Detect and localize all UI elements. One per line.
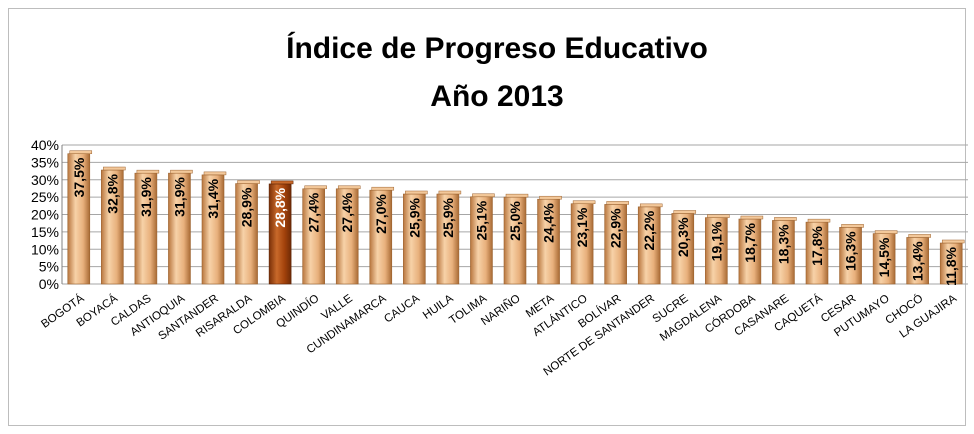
data-label: 31,9% — [138, 177, 154, 217]
y-tick-label: 10% — [31, 241, 59, 257]
bar — [671, 210, 697, 285]
y-tick-label: 15% — [31, 224, 59, 240]
bar — [436, 190, 462, 285]
data-label: 28,9% — [239, 187, 255, 227]
data-label: 32,8% — [104, 173, 120, 213]
data-label: 37,5% — [71, 157, 87, 197]
data-label: 27,4% — [339, 192, 355, 232]
bar — [503, 193, 529, 285]
data-label: 24,4% — [541, 203, 557, 243]
data-label: 16,3% — [843, 231, 859, 271]
data-label: 25,0% — [507, 201, 523, 241]
data-label: 27,4% — [306, 192, 322, 232]
bar — [637, 203, 663, 285]
data-label: 18,7% — [742, 222, 758, 262]
data-labels: 37,5% 32,8% 31,9% 31,9% 31,4% 28,9% 28,8% 27,4%… — [71, 157, 959, 286]
x-tick-label: CAUCA — [382, 292, 422, 325]
data-label: 31,4% — [205, 178, 221, 218]
bar — [738, 215, 764, 285]
data-label: 14,5% — [876, 237, 892, 277]
data-label: 31,9% — [171, 177, 187, 217]
data-label: 25,9% — [406, 197, 422, 237]
bar — [369, 186, 395, 285]
y-tick-label: 25% — [31, 189, 59, 205]
bar — [604, 201, 629, 285]
bar — [201, 171, 227, 285]
bar — [839, 224, 864, 285]
data-label: 22,9% — [608, 208, 624, 248]
bar — [906, 234, 931, 285]
bar — [403, 190, 428, 285]
bar — [872, 230, 898, 285]
data-label: 11,8% — [943, 246, 959, 285]
data-label: 13,4% — [910, 241, 926, 281]
y-tick-label: 35% — [31, 154, 59, 170]
data-label: 27,0% — [373, 194, 389, 234]
data-label: 25,1% — [473, 200, 489, 240]
bar — [235, 180, 260, 285]
bar — [805, 218, 831, 285]
bar — [772, 217, 797, 285]
bars — [67, 150, 965, 285]
data-label: 17,8% — [809, 226, 825, 266]
chart-subtitle: Año 2013 — [430, 80, 563, 113]
data-label: 19,1% — [708, 221, 724, 261]
bar — [134, 169, 160, 285]
y-axis-ticks: 0%5% 10%15%20% 25%30% 35%40% — [31, 137, 59, 292]
data-label: 28,8% — [272, 187, 288, 227]
chart-title: Índice de Progreso Educativo — [286, 31, 708, 65]
bar — [101, 166, 126, 285]
y-tick-label: 20% — [31, 207, 59, 223]
bar — [570, 200, 596, 285]
bar — [939, 239, 965, 285]
data-label: 18,3% — [775, 224, 791, 264]
bar — [705, 214, 730, 285]
data-label: 23,1% — [574, 207, 590, 247]
data-label: 22,2% — [641, 210, 657, 250]
y-tick-label: 40% — [31, 137, 59, 153]
data-label: 25,9% — [440, 197, 456, 237]
y-tick-label: 0% — [39, 276, 59, 292]
data-label: 20,3% — [675, 217, 691, 257]
bar — [537, 195, 562, 285]
bar — [470, 193, 495, 285]
bar — [335, 185, 361, 285]
bar — [168, 169, 193, 285]
x-axis-categories: BOGOTÁBOYACÁCALDASANTIOQUIASANTANDERRISA… — [39, 292, 959, 379]
y-tick-label: 5% — [39, 259, 59, 275]
bar — [268, 180, 294, 285]
y-tick-label: 30% — [31, 172, 59, 188]
bar — [302, 185, 327, 285]
bar — [67, 150, 93, 285]
